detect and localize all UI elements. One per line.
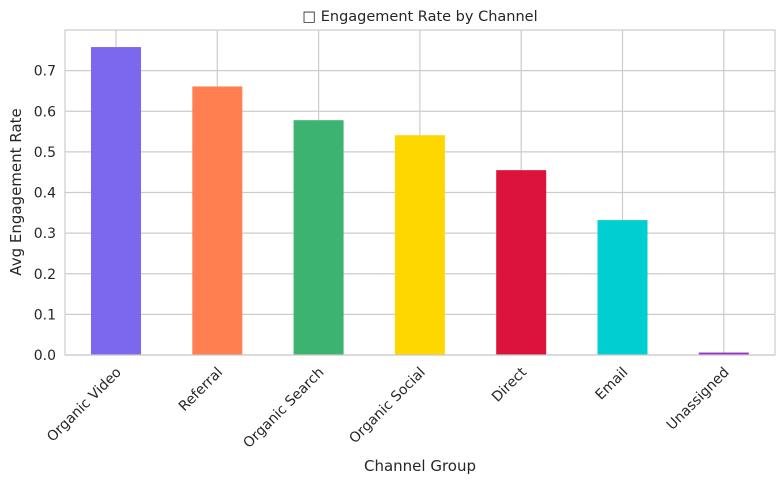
x-tick-label: Organic Video [44, 365, 125, 446]
x-tick-label: Direct [489, 364, 530, 405]
bar-organic-search [293, 120, 344, 355]
chart-title: □ Engagement Rate by Channel [302, 9, 537, 25]
y-tick-label: 0.4 [34, 186, 56, 202]
y-tick-label: 0.7 [34, 64, 56, 80]
x-tick-label: Email [593, 365, 632, 404]
y-tick-label: 0.2 [34, 267, 56, 283]
bar-direct [496, 170, 547, 355]
bar-referral [192, 86, 243, 355]
y-tick-label: 0.3 [34, 226, 56, 242]
bar-organic-social [394, 135, 445, 355]
x-tick-label: Organic Social [346, 365, 428, 447]
y-tick-label: 0.5 [34, 145, 56, 161]
y-tick-label: 0.0 [34, 348, 56, 364]
y-axis-title: Avg Engagement Rate [7, 108, 25, 275]
x-tick-label: Unassigned [664, 365, 733, 434]
y-tick-label: 0.1 [34, 307, 56, 323]
bar-organic-video [91, 47, 141, 355]
y-tick-labels: 0.0 0.1 0.2 0.3 0.4 0.5 0.6 0.7 [34, 64, 56, 364]
bar-unassigned [698, 352, 749, 355]
y-tick-label: 0.6 [34, 104, 56, 120]
x-axis-title: Channel Group [364, 457, 476, 475]
plot-frame [64, 29, 776, 356]
bar-email [597, 220, 648, 355]
x-tick-labels: Organic Video Referral Organic Search Organ… [44, 364, 733, 451]
x-tick-label: Referral [176, 365, 226, 415]
bars [91, 47, 749, 355]
x-tick-label: Organic Search [240, 365, 327, 452]
